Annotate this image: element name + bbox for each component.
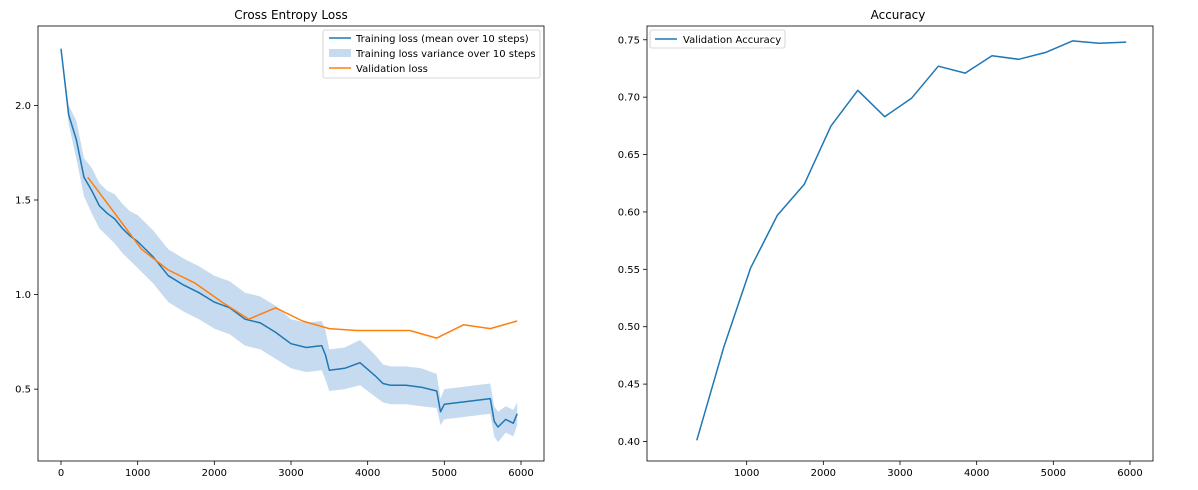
y-tick-label: 0.50 xyxy=(618,322,640,333)
x-tick-label: 6000 xyxy=(1117,468,1142,479)
y-tick-label: 0.45 xyxy=(618,380,640,391)
x-tick-label: 4000 xyxy=(964,468,989,479)
x-tick-label: 3000 xyxy=(278,468,303,479)
y-tick-label: 0.5 xyxy=(15,385,31,396)
accuracy-x-ticks: 1000 2000 3000 4000 5000 6000 xyxy=(734,461,1143,479)
accuracy-legend-box xyxy=(649,29,786,49)
y-tick-label: 2.0 xyxy=(15,101,31,112)
x-tick-label: 6000 xyxy=(508,468,533,479)
x-tick-label: 2000 xyxy=(202,468,227,479)
legend-label-training-loss: Training loss (mean over 10 steps) xyxy=(355,34,529,45)
accuracy-chart-title: Accuracy xyxy=(871,8,926,22)
y-tick-label: 0.55 xyxy=(618,265,640,276)
y-tick-label: 0.40 xyxy=(618,437,640,448)
y-tick-label: 0.60 xyxy=(618,207,640,218)
y-tick-label: 0.70 xyxy=(618,93,640,104)
loss-legend-box xyxy=(322,29,541,79)
x-tick-label: 1000 xyxy=(734,468,759,479)
legend-label-validation-accuracy: Validation Accuracy xyxy=(683,35,781,46)
training-variance-band xyxy=(61,46,518,443)
x-tick-label: 5000 xyxy=(432,468,457,479)
x-tick-label: 0 xyxy=(58,468,64,479)
legend-swatch-variance xyxy=(329,49,351,57)
x-tick-label: 2000 xyxy=(811,468,836,479)
training-variance-band-group xyxy=(61,46,518,443)
accuracy-lines-group xyxy=(696,40,1127,441)
x-tick-label: 5000 xyxy=(1041,468,1066,479)
validation-accuracy-line xyxy=(696,40,1127,441)
accuracy-chart: Accuracy 1000 2000 3000 4000 5000 6000 0.400.… xyxy=(618,8,1154,479)
x-tick-label: 4000 xyxy=(355,468,380,479)
loss-legend: Training loss (mean over 10 steps) Train… xyxy=(322,29,541,79)
accuracy-legend: Validation Accuracy xyxy=(649,29,786,49)
loss-y-ticks: 0.5 1.0 1.5 2.0 xyxy=(15,101,38,396)
y-tick-label: 0.75 xyxy=(618,35,640,46)
y-tick-label: 1.0 xyxy=(15,290,31,301)
validation-loss-line xyxy=(87,176,518,339)
loss-lines-group xyxy=(60,48,518,428)
training-loss-line xyxy=(60,48,518,428)
y-tick-label: 0.65 xyxy=(618,150,640,161)
loss-x-ticks: 0 1000 2000 3000 4000 5000 6000 xyxy=(58,461,534,479)
legend-label-variance: Training loss variance over 10 steps xyxy=(355,49,536,60)
y-tick-label: 1.5 xyxy=(15,196,31,207)
x-tick-label: 3000 xyxy=(887,468,912,479)
loss-chart: Cross Entropy Loss 0 1000 2000 3000 4000 5000… xyxy=(15,8,545,479)
accuracy-plot-area xyxy=(646,25,1154,462)
x-tick-label: 1000 xyxy=(125,468,150,479)
loss-chart-title: Cross Entropy Loss xyxy=(234,8,347,22)
accuracy-y-ticks: 0.40 0.45 0.50 0.55 0.60 0.65 0.70 0.75 xyxy=(618,35,647,448)
legend-label-validation-loss: Validation loss xyxy=(356,64,428,75)
